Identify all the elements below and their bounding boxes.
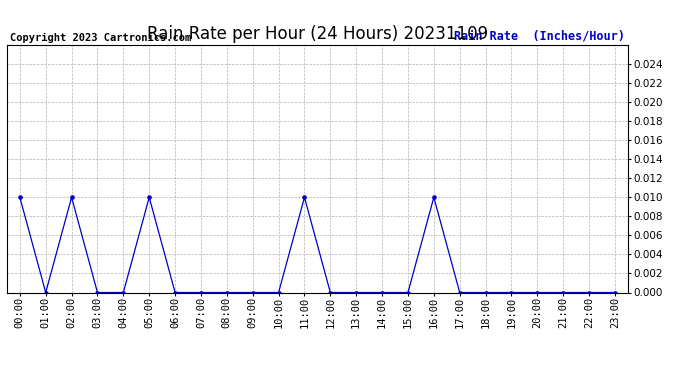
Text: Copyright 2023 Cartronics.com: Copyright 2023 Cartronics.com xyxy=(10,33,191,42)
Title: Rain Rate per Hour (24 Hours) 20231109: Rain Rate per Hour (24 Hours) 20231109 xyxy=(147,26,488,44)
Text: Rain Rate  (Inches/Hour): Rain Rate (Inches/Hour) xyxy=(454,30,625,42)
